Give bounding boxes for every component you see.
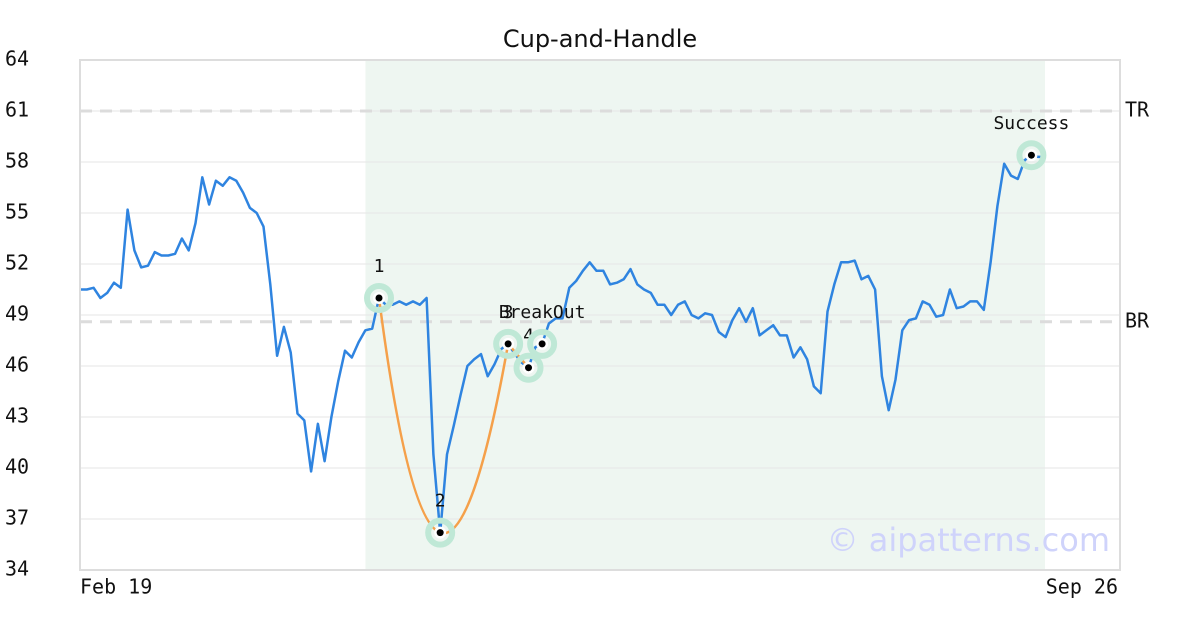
y-tick-label: 37 [5, 506, 29, 530]
annotation-label: Success [993, 113, 1069, 134]
y-tick-label: 52 [5, 251, 29, 275]
annotation-label: 1 [374, 256, 385, 277]
annotation-label: 4 [523, 326, 534, 347]
annotation-dot [504, 340, 512, 348]
watermark: © aipatterns.com [827, 521, 1110, 559]
y-tick-label: 58 [5, 149, 29, 173]
annotation-dot [375, 294, 383, 302]
plot-frame [79, 59, 1121, 571]
annotation-halo [1016, 140, 1047, 171]
chart-title: Cup-and-Handle [503, 25, 697, 53]
annotation-halo [364, 283, 395, 313]
y-tick-label: 34 [5, 557, 29, 581]
price-line [80, 153, 1045, 534]
annotation-halo [513, 352, 544, 383]
annotation-dot [1027, 151, 1035, 159]
y-tick-label: 46 [5, 353, 29, 377]
annotation-dot [436, 529, 444, 537]
y-tick-label: 55 [5, 200, 29, 224]
annotation-dot [538, 340, 546, 348]
y-tick-label: 49 [5, 302, 29, 326]
y-tick-label: 61 [5, 98, 29, 122]
annotation-label: 2 [435, 491, 446, 512]
annotation-dot [525, 364, 533, 372]
annotation-halo [425, 517, 456, 548]
annotation-halo [493, 328, 524, 359]
reference-label: TR [1125, 98, 1150, 122]
x-tick-label: Sep 26 [1046, 575, 1118, 599]
annotation-label: 3 [503, 302, 514, 323]
y-tick-label: 64 [5, 47, 29, 71]
x-tick-label: Feb 19 [80, 575, 152, 599]
y-tick-label: 40 [5, 455, 29, 479]
annotation-halo [527, 328, 558, 359]
annotation-label: BreakOut [499, 302, 586, 323]
y-tick-label: 43 [5, 404, 29, 428]
reference-label: BR [1125, 308, 1150, 332]
